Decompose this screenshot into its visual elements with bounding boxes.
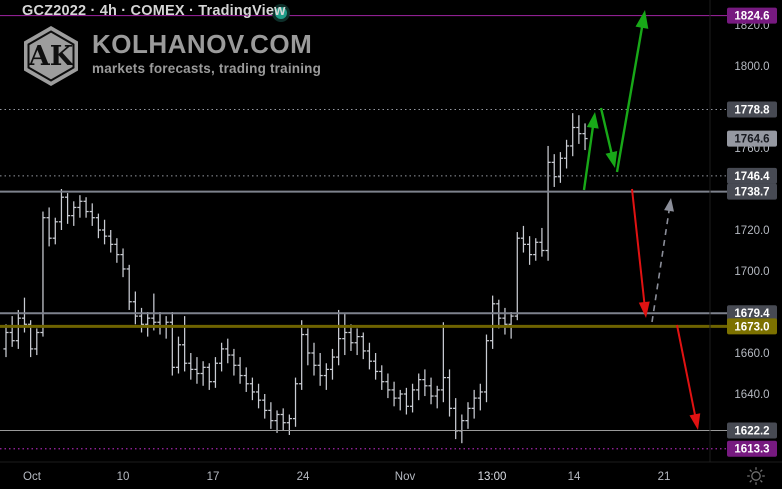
red-down-arrow-1-line[interactable] [631,188,646,309]
price-level-label-box[interactable] [727,305,777,322]
sun-icon-ray[interactable] [759,479,763,483]
price-level-label[interactable]: 1613.3 [734,444,769,456]
time-tick-label[interactable]: 10 [117,471,130,483]
green-down-arrow-head[interactable] [605,151,618,168]
green-up-arrow-1-line[interactable] [582,121,595,191]
gray-dashed-up-arrow-head[interactable] [664,198,674,212]
price-level-label[interactable]: 1778.8 [734,104,770,116]
time-tick-label[interactable]: Nov [395,471,416,483]
price-level-label[interactable]: 1673.0 [734,321,769,333]
price-tick-label: 1640.0 [734,389,769,401]
time-tick-label[interactable]: 24 [297,471,310,483]
ak-logo-hexagon: AK [24,26,78,86]
green-up-arrow-large-line[interactable] [615,20,645,173]
price-tick-label: 1720.0 [734,225,769,237]
time-tick-label[interactable]: 13:00 [478,471,507,483]
sun-icon[interactable] [751,471,761,481]
price-level-label-box[interactable] [727,318,777,335]
price-level-label[interactable]: 1679.4 [734,308,770,320]
gray-dashed-up-arrow-line[interactable] [651,205,671,323]
sun-icon-ray[interactable] [749,469,753,473]
price-level-label-box[interactable] [727,183,777,200]
green-up-arrow-large-head[interactable] [635,10,649,29]
time-tick-label[interactable]: 14 [568,471,581,483]
price-level-label-box[interactable] [727,7,777,24]
watermark-brand-block: KOLHANOV.COM markets forecasts, trading … [92,29,322,77]
green-up-arrow-1-head[interactable] [586,112,599,129]
price-level-label-box[interactable] [727,101,777,118]
brand-name: KOLHANOV.COM [92,29,313,59]
symbol-title: GCZ2022 · 4h · COMEX · TradingView [22,3,286,19]
red-down-arrow-1-head[interactable] [638,301,650,319]
brand-tagline: markets forecasts, trading training [92,61,322,77]
price-tick-label: 1800.0 [734,61,769,73]
price-level-label-box[interactable] [727,130,777,147]
sun-icon-ray[interactable] [759,469,763,473]
red-down-arrow-2-head[interactable] [689,413,701,430]
price-tick-label: 1660.0 [734,348,769,360]
price-level-label[interactable]: 1622.2 [734,425,769,437]
time-tick-label[interactable]: 21 [658,471,671,483]
price-level-label[interactable]: 1824.6 [734,11,769,23]
sun-icon-ray[interactable] [749,479,753,483]
price-level-label[interactable]: 1746.4 [734,171,770,183]
price-level-label[interactable]: 1738.7 [734,187,769,199]
price-level-label-box[interactable] [727,167,777,184]
time-tick-label[interactable]: Oct [23,471,42,483]
time-tick-label[interactable]: 17 [207,471,220,483]
green-down-arrow-line[interactable] [599,107,614,159]
price-tick-label: 1700.0 [734,266,769,278]
hexagon-shape [24,26,78,86]
price-level-label[interactable]: 1764.6 [734,134,769,146]
status-dot [275,7,287,19]
logo-monogram: AK [28,41,75,72]
price-level-label-box[interactable] [727,440,777,457]
price-level-label-box[interactable] [727,422,777,439]
hexagon-inner-border [27,30,75,82]
red-down-arrow-2-line[interactable] [676,324,698,421]
